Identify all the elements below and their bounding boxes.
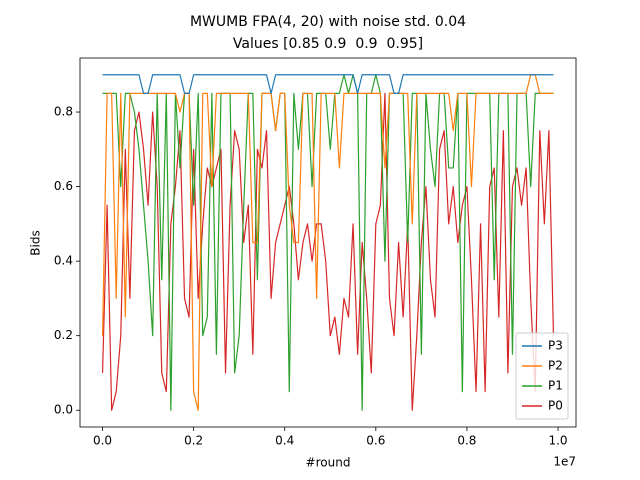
series-line (101, 74, 554, 411)
y-tick-label: 0.8 (54, 105, 73, 119)
legend-label: P2 (548, 359, 563, 373)
series-line (101, 92, 555, 411)
y-tick-label: 0.0 (54, 403, 73, 417)
x-tick-label: 0.4 (275, 434, 294, 448)
x-tick-label: 0.8 (457, 434, 476, 448)
x-tick-label: 0.2 (184, 434, 203, 448)
series-line (102, 74, 554, 95)
x-offset-label: 1e7 (553, 455, 576, 469)
y-tick-label: 0.6 (54, 179, 73, 193)
chart-subtitle: Values [0.85 0.9 0.9 0.95] (233, 36, 423, 52)
y-tick-label: 0.2 (54, 328, 73, 342)
y-tick-label: 0.4 (54, 254, 73, 268)
y-axis-label: Bids (29, 230, 43, 255)
x-tick-label: 1.0 (548, 434, 567, 448)
legend-label: P1 (548, 379, 563, 393)
x-tick-label: 0.6 (366, 434, 385, 448)
x-tick-label: 0.0 (93, 434, 112, 448)
legend-label: P3 (548, 339, 563, 353)
chart-title: MWUMB FPA(4, 20) with noise std. 0.04 (190, 14, 466, 30)
legend-box (515, 332, 569, 420)
legend-label: P0 (548, 399, 563, 413)
x-axis-label: #round (306, 456, 351, 470)
plot-frame (79, 57, 577, 428)
